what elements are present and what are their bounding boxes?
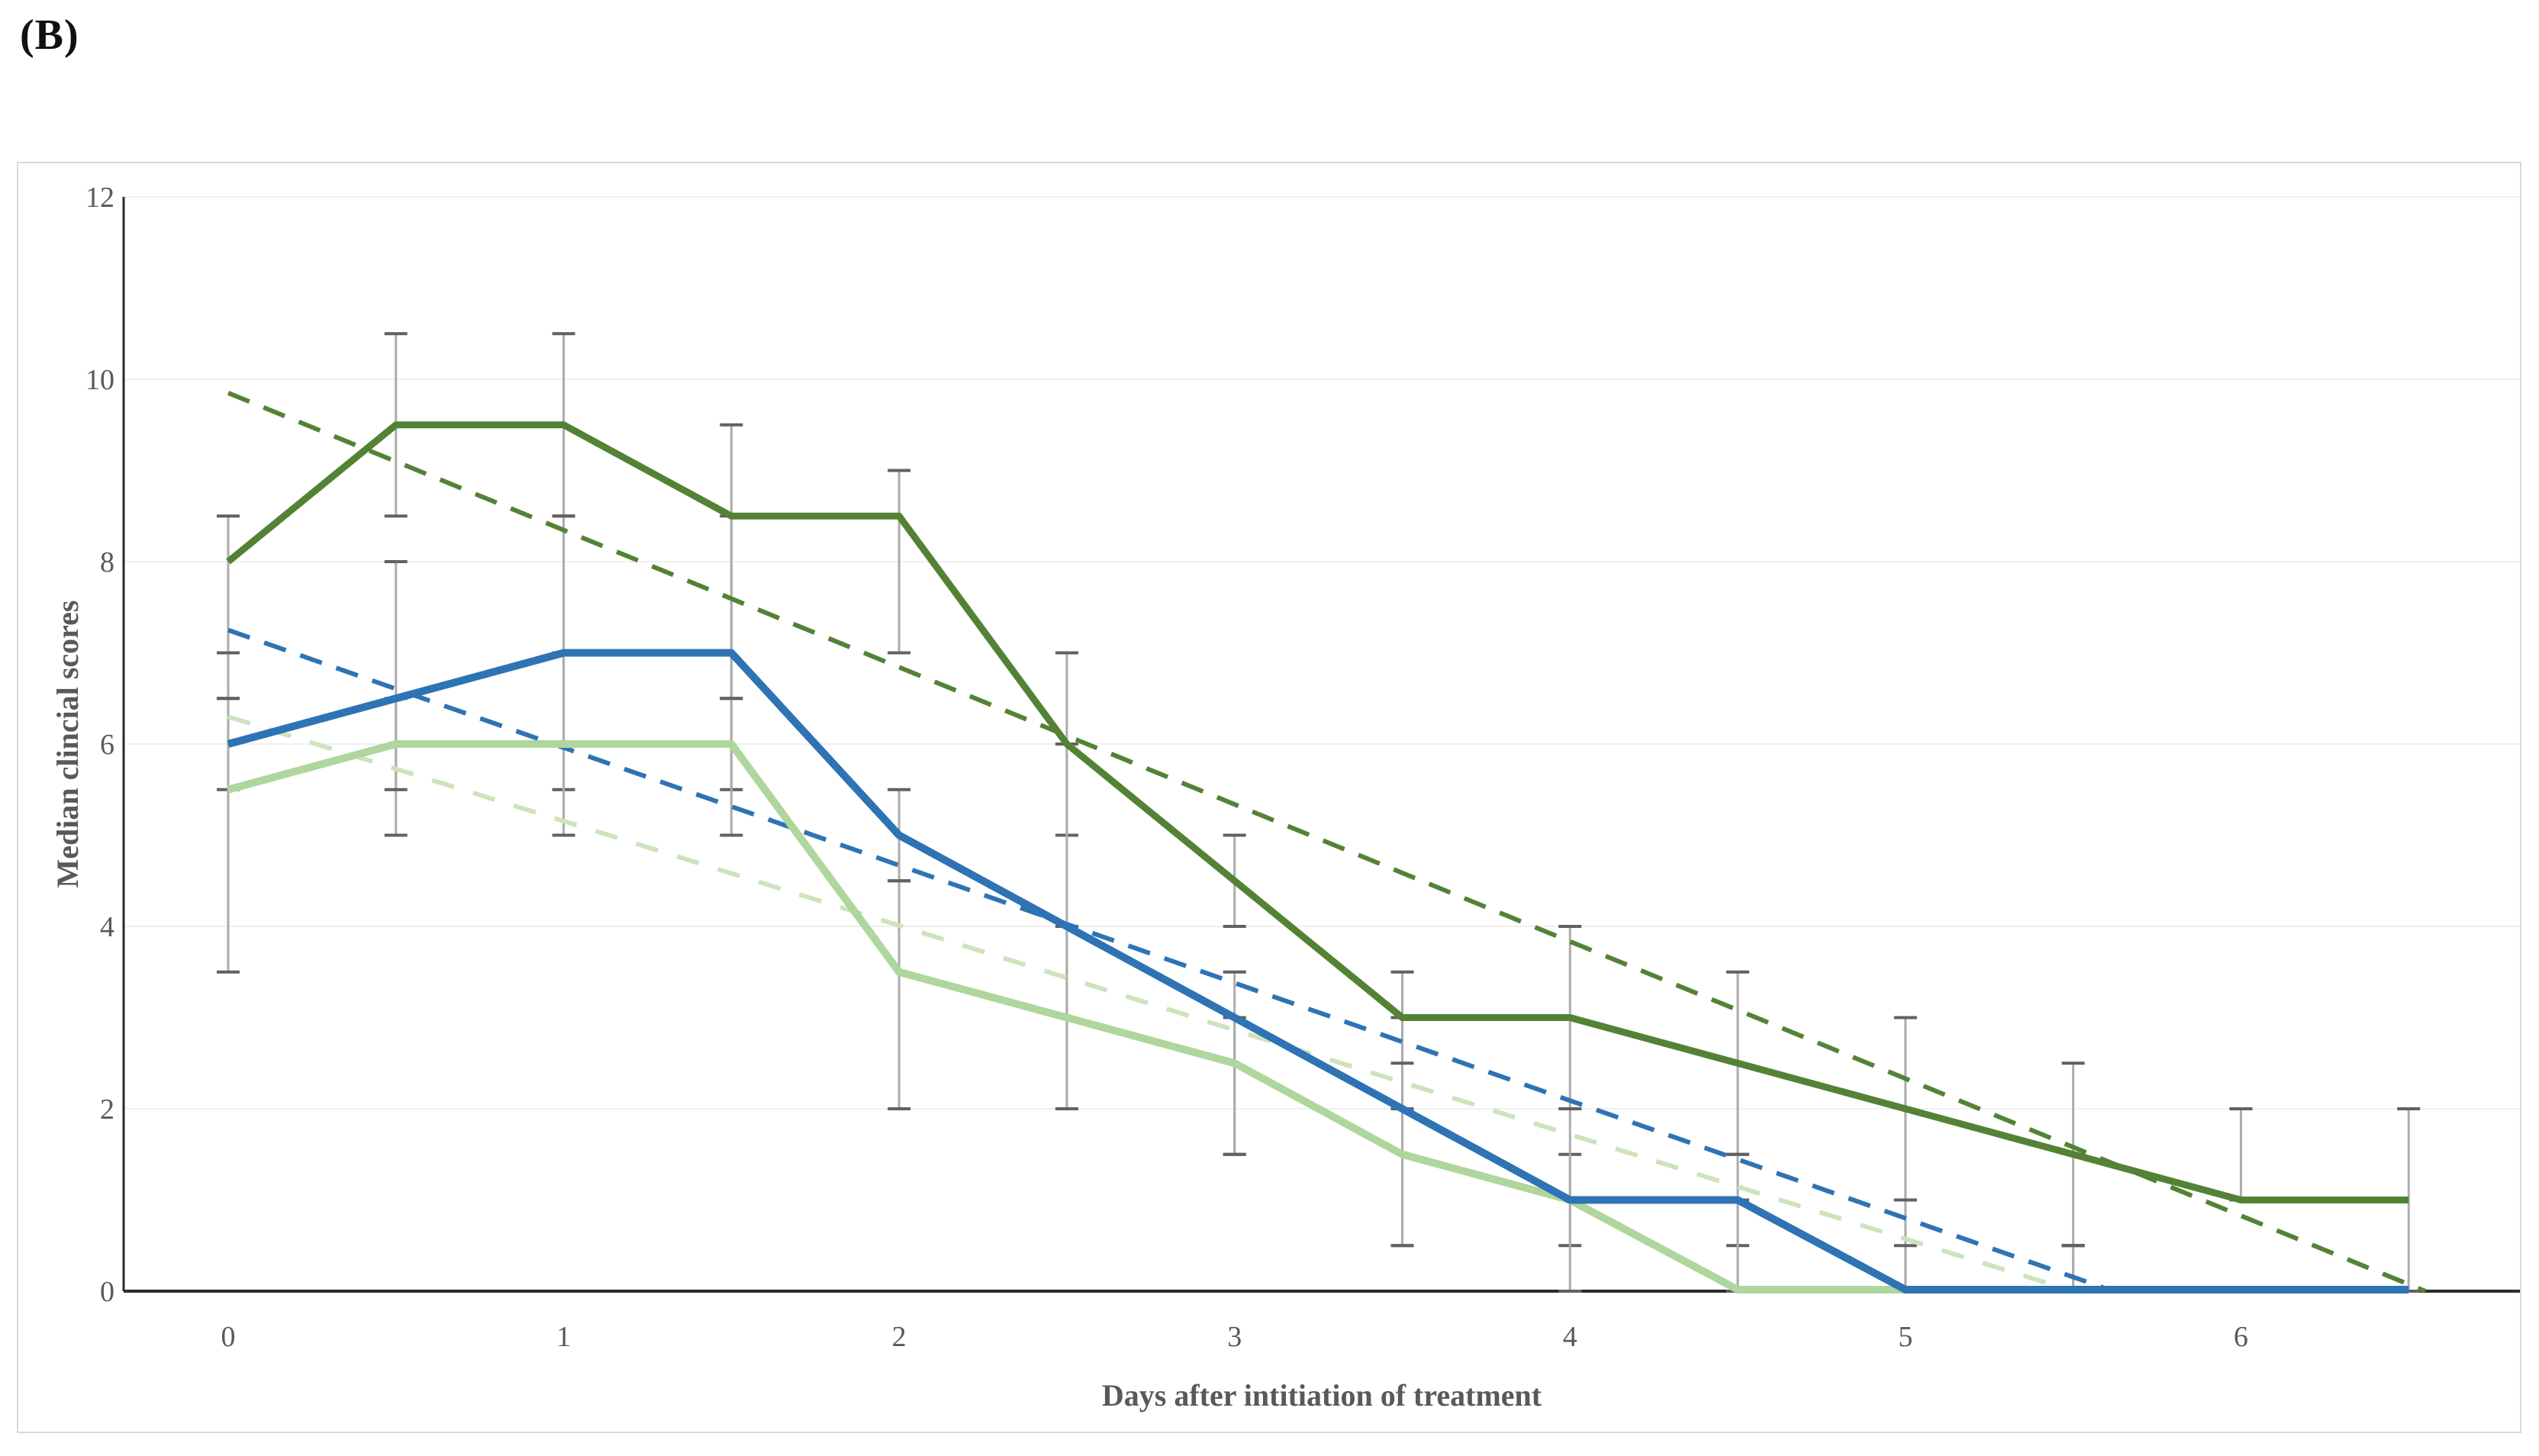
y-tick-label-12: 12	[85, 182, 114, 214]
light-green-trend-dashed-line	[227, 714, 2074, 1293]
x-tick-label-4: 4	[1563, 1321, 1577, 1353]
y-tick-label-0: 0	[100, 1276, 114, 1308]
x-tick-label-6: 6	[2234, 1321, 2248, 1353]
y-tick-label-10: 10	[85, 364, 114, 396]
y-tick-label-2: 2	[100, 1094, 114, 1126]
dark-green-group-median-line	[226, 421, 2409, 1203]
gridlines	[124, 196, 2520, 1110]
x-axis-title: Days after intitiation of treatment	[1102, 1378, 1542, 1413]
x-tick-label-5: 5	[1898, 1321, 1912, 1353]
x-tick-label-0: 0	[221, 1321, 236, 1353]
y-tick-label-4: 4	[100, 911, 114, 943]
figure-label: (B)	[20, 11, 79, 59]
x-tick-label-1: 1	[556, 1321, 571, 1353]
error-bars-blue-group	[217, 514, 2085, 1293]
y-axis-title: Median clincial scores	[50, 601, 85, 888]
y-tick-label-6: 6	[100, 729, 114, 761]
x-tick-label-3: 3	[1227, 1321, 1242, 1353]
blue-group-median-line	[227, 649, 2409, 1293]
dark-green-trend-dashed-line	[227, 391, 2427, 1293]
blue-trend-dashed-line	[227, 627, 2115, 1293]
error-bars-dark-green-group	[217, 332, 2421, 1293]
chart-frame: 0 2 4 6 8 10 12 0 1 2 3 4 5 6 Days after intitiation o…	[17, 162, 2521, 1433]
y-tick-label-8: 8	[100, 546, 114, 578]
light-green-group-median-line	[227, 740, 2409, 1293]
x-tick-label-2: 2	[892, 1321, 907, 1353]
